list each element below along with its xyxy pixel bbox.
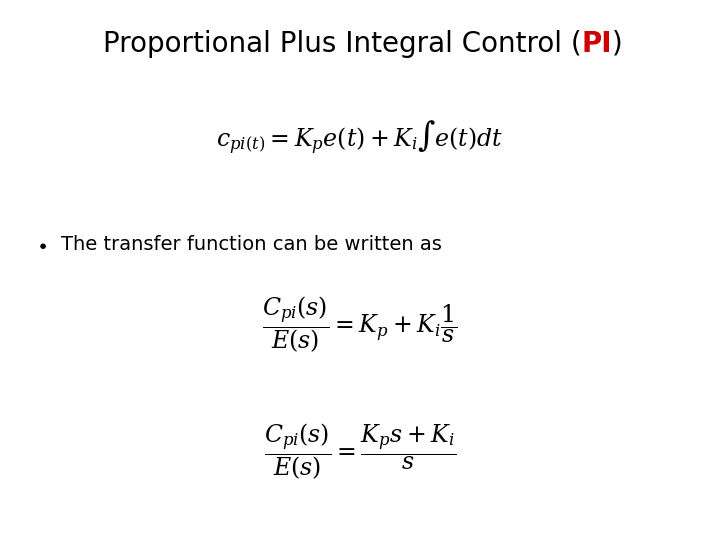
Text: $c_{pi(t)} = K_p e(t) + K_i \int e(t)dt$: $c_{pi(t)} = K_p e(t) + K_i \int e(t)dt$ bbox=[217, 119, 503, 157]
Text: $\dfrac{C_{pi}(s)}{E(s)} = K_p + K_i\dfrac{1}{s}$: $\dfrac{C_{pi}(s)}{E(s)} = K_p + K_i\dfr… bbox=[262, 294, 458, 355]
Text: Proportional Plus Integral Control (: Proportional Plus Integral Control ( bbox=[103, 30, 582, 58]
Text: The transfer function can be written as: The transfer function can be written as bbox=[61, 235, 442, 254]
Text: PI: PI bbox=[582, 30, 612, 58]
Text: ): ) bbox=[612, 30, 623, 58]
Text: $\dfrac{C_{pi}(s)}{E(s)} = \dfrac{K_p s + K_i}{s}$: $\dfrac{C_{pi}(s)}{E(s)} = \dfrac{K_p s … bbox=[264, 421, 456, 482]
Text: $\bullet$: $\bullet$ bbox=[36, 235, 47, 254]
